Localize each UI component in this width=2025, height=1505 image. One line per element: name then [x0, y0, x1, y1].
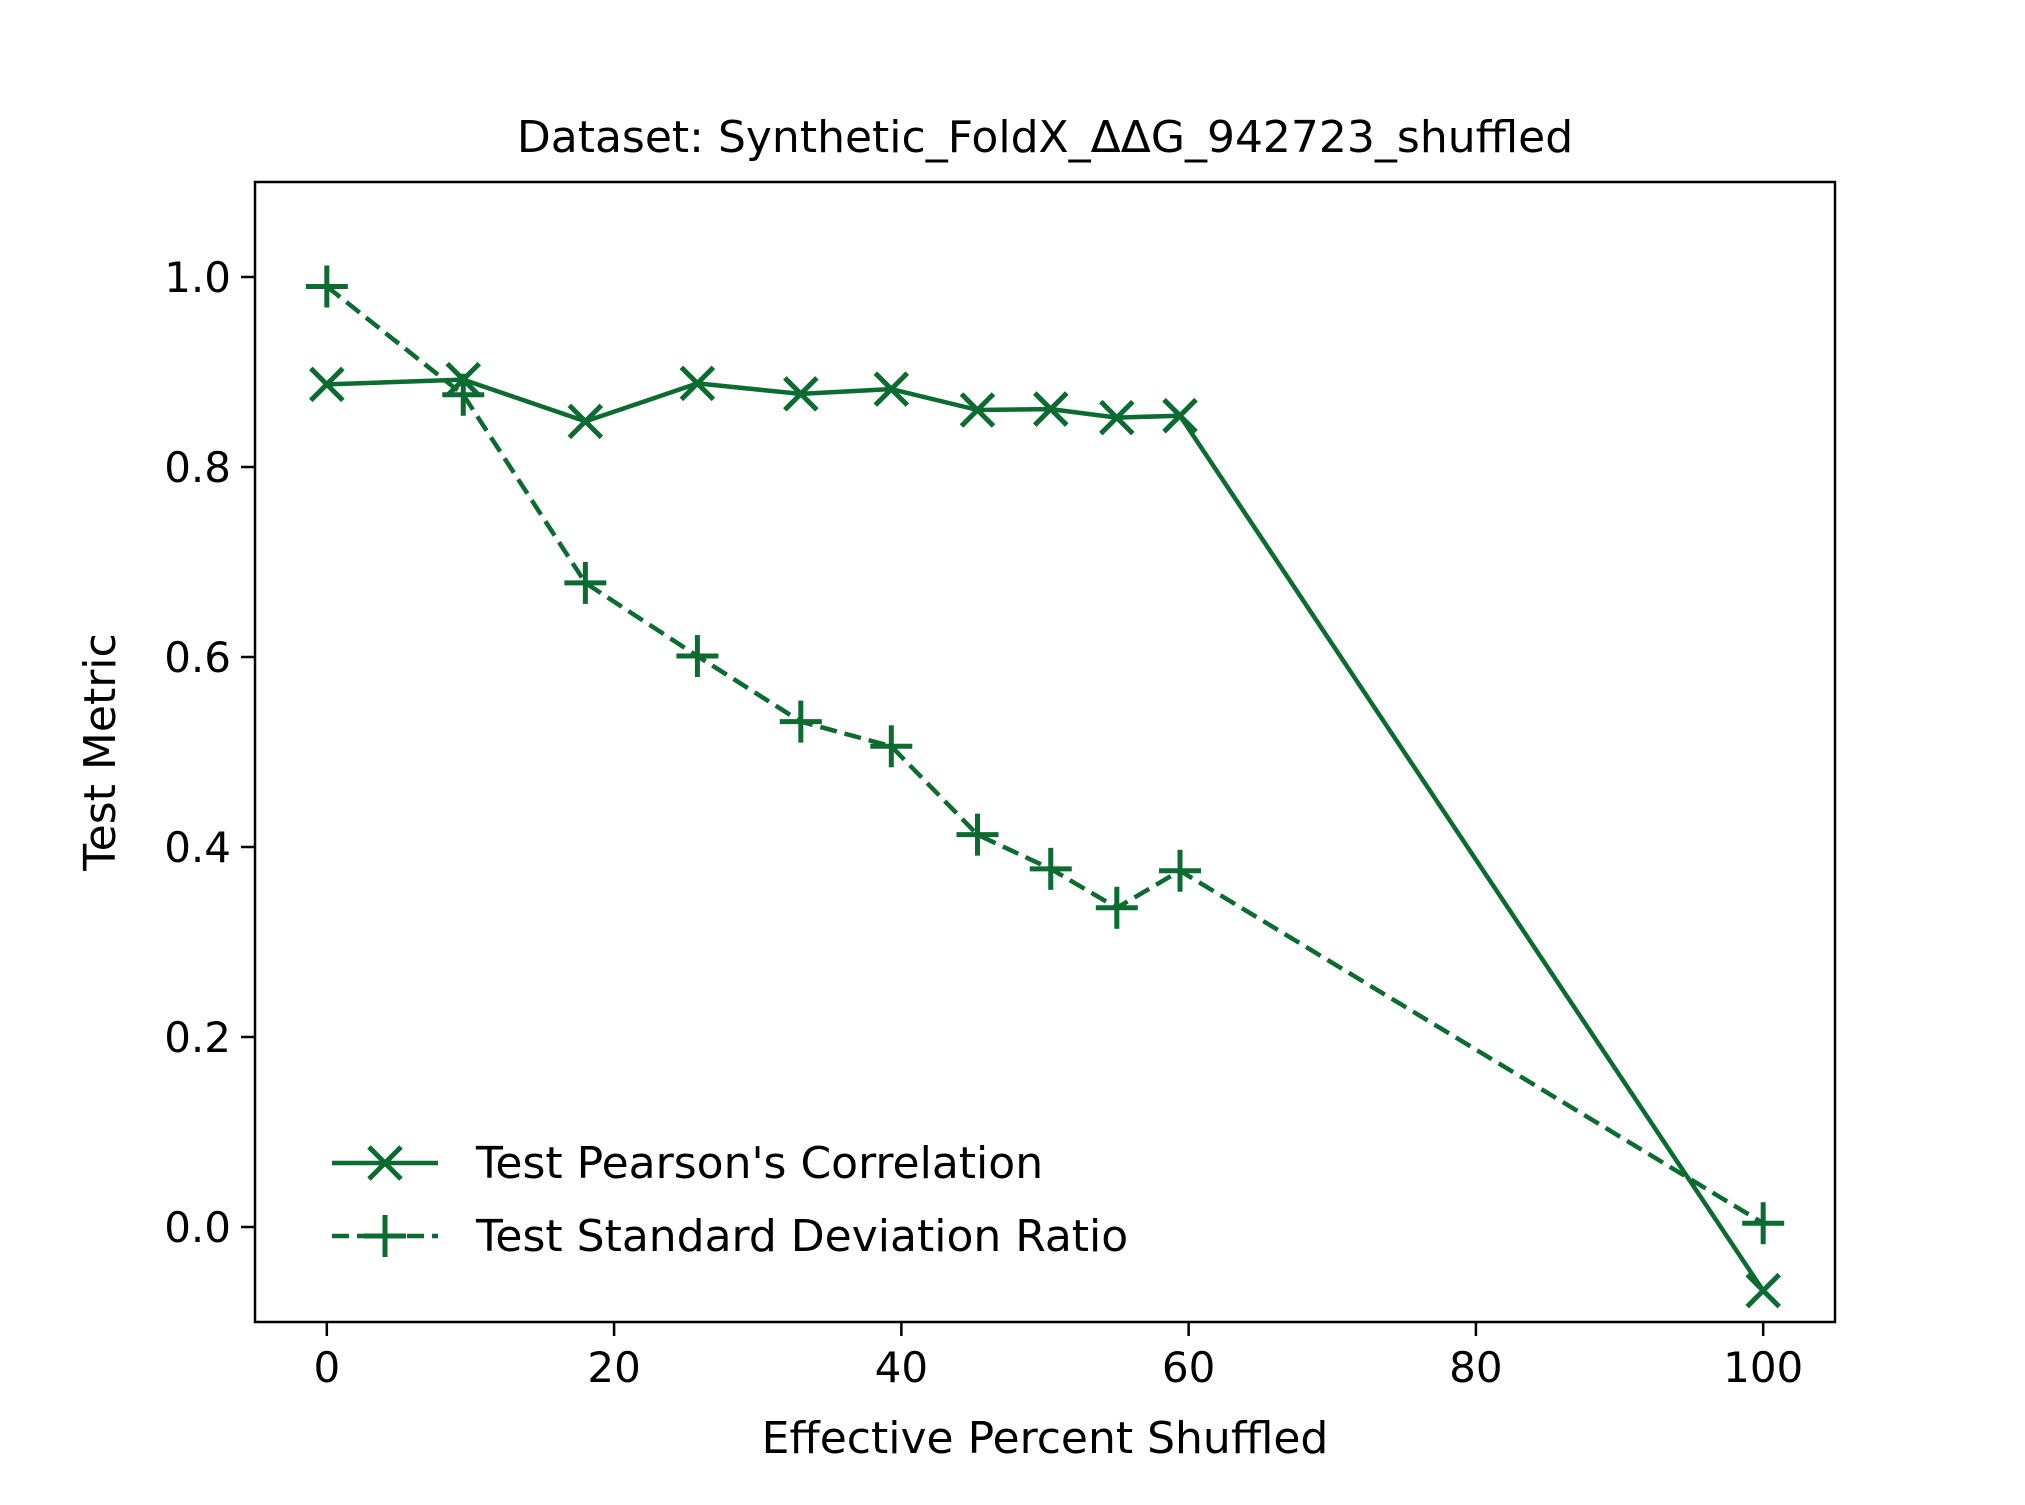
series-2-point [1159, 849, 1202, 892]
series-2-point [870, 725, 913, 768]
legend-marker-stroke-b [367, 1145, 403, 1181]
series-2-point [1742, 1202, 1785, 1245]
series-1-point-stroke-b [567, 403, 604, 440]
x-tick-label: 80 [1449, 1343, 1502, 1392]
series-2-point [676, 635, 719, 678]
series-2-point [442, 373, 485, 416]
legend-marker [364, 1215, 406, 1257]
series-1-point-stroke-b [1032, 391, 1069, 427]
series-1-point [567, 403, 604, 440]
y-tick-label: 0.0 [164, 1203, 231, 1252]
series-1-point [873, 371, 910, 407]
axes-frame [253, 180, 1837, 1324]
legend-label: Test Standard Deviation Ratio [475, 1211, 1128, 1262]
series-1-point [1745, 1272, 1781, 1309]
legend-entry-1: Test Pearson's Correlation [332, 1138, 1043, 1189]
series-1-point-stroke-b [679, 365, 716, 402]
series-1 [309, 361, 1781, 1309]
series-1-point [959, 392, 996, 428]
legend-label: Test Pearson's Correlation [475, 1138, 1043, 1189]
series-1-point [1162, 397, 1198, 434]
series-1-point [679, 365, 716, 402]
series-2 [305, 265, 1785, 1245]
series-2-point [956, 813, 999, 856]
y-axis: 0.0 0.2 0.4 0.6 0.8 1.0 [164, 253, 255, 1252]
series-1-point-stroke-b [1099, 399, 1135, 436]
series-1-point-stroke-b [309, 366, 345, 403]
y-tick-label: 0.4 [164, 823, 231, 872]
plot-area [305, 265, 1785, 1309]
y-axis-label: Test Metric [75, 633, 126, 871]
y-tick-label: 0.2 [164, 1013, 231, 1062]
x-tick-label: 100 [1723, 1343, 1803, 1392]
legend-marker [367, 1145, 403, 1181]
legend-entry-2: Test Standard Deviation Ratio [332, 1211, 1128, 1262]
x-axis: 0 20 40 60 80 100 [313, 1322, 1803, 1392]
series-1-point-stroke-b [783, 376, 819, 412]
x-tick-label: 20 [587, 1343, 640, 1392]
x-tick-label: 0 [313, 1343, 340, 1392]
series-2-point [1029, 847, 1072, 890]
series-1-point [1099, 399, 1135, 436]
series-1-point-stroke-b [1745, 1272, 1781, 1309]
y-tick-label: 0.6 [164, 633, 231, 682]
series-2-line [325, 284, 1765, 1226]
series-1-point-stroke-b [959, 392, 996, 428]
series-1-point-stroke-b [873, 371, 910, 407]
series-1-point-stroke-b [1162, 397, 1198, 434]
series-2-point [564, 561, 607, 604]
chart-title: Dataset: Synthetic_FoldX_ΔΔG_942723_shuf… [517, 112, 1573, 163]
series-1-point [309, 366, 345, 403]
series-1-point [1032, 391, 1069, 427]
x-tick-label: 40 [875, 1343, 928, 1392]
series-2-point [1095, 886, 1138, 929]
x-tick-label: 60 [1162, 1343, 1215, 1392]
x-axis-label: Effective Percent Shuffled [762, 1413, 1329, 1464]
series-1-point [783, 376, 819, 412]
series-2-point [305, 265, 348, 308]
y-tick-label: 1.0 [164, 253, 231, 302]
legend: Test Pearson's Correlation Test Standard … [332, 1138, 1128, 1262]
series-2-point [779, 700, 822, 743]
y-tick-label: 0.8 [164, 443, 231, 492]
